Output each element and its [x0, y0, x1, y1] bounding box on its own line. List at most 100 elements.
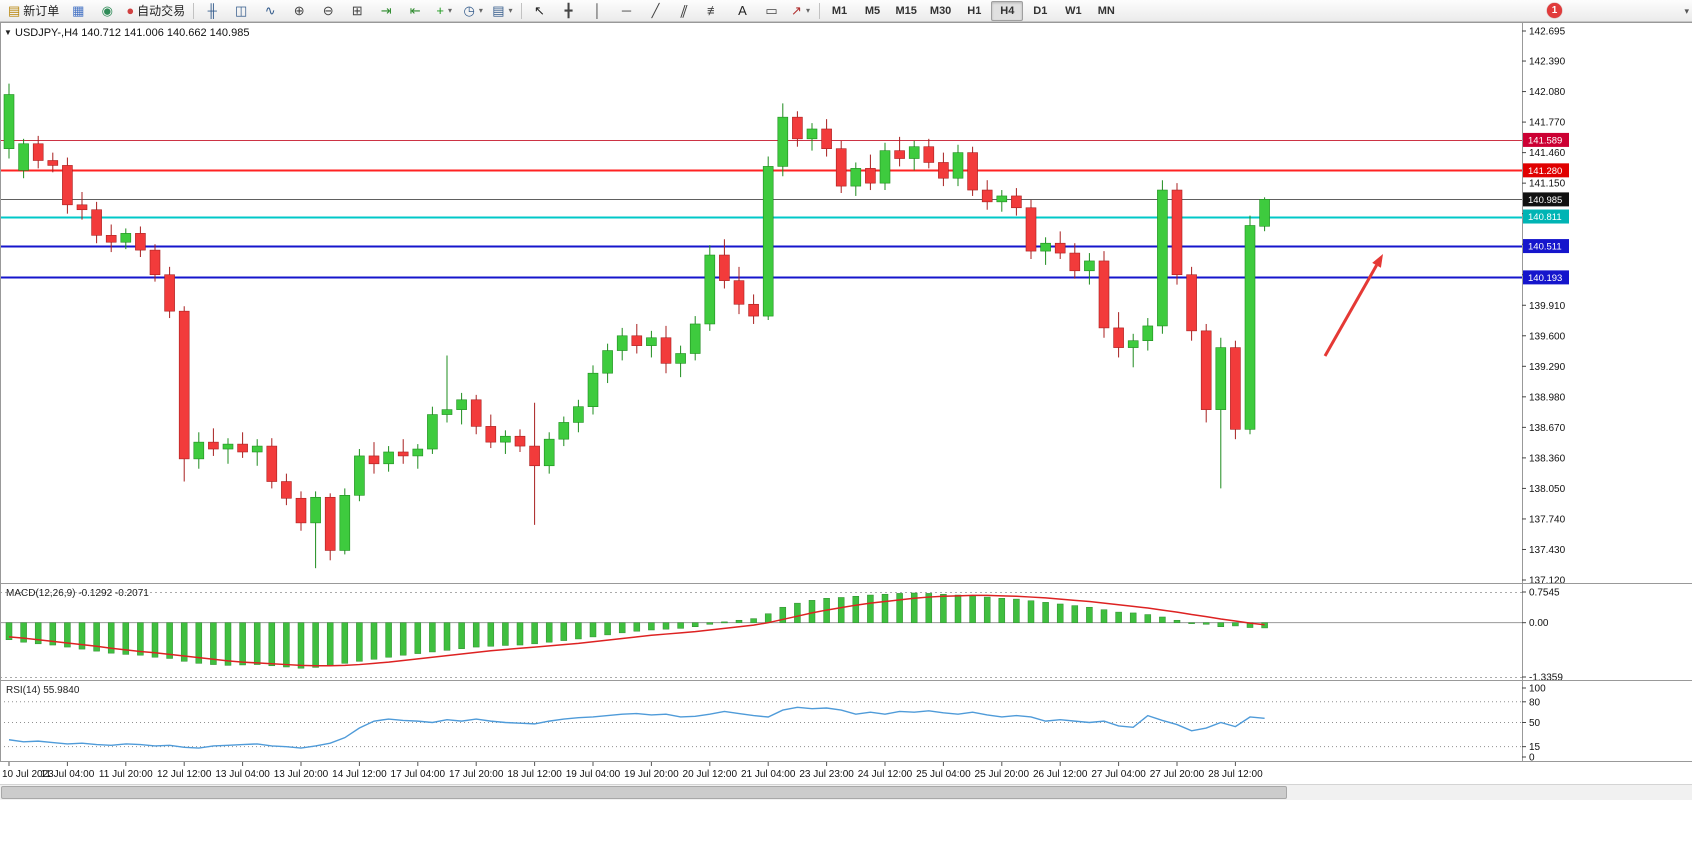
timeframe-m5-button[interactable]: M5	[864, 4, 881, 17]
svg-text:140.511: 140.511	[1528, 242, 1562, 253]
timeframe-w1-button[interactable]: W1	[1065, 4, 1082, 17]
timeframe-h1-button[interactable]: H1	[967, 4, 982, 17]
scrollbar-thumb[interactable]	[1, 786, 1287, 799]
svg-text:138.360: 138.360	[1529, 453, 1566, 464]
auto-trading-button[interactable]: ● 自动交易	[122, 1, 189, 21]
svg-text:17 Jul 20:00: 17 Jul 20:00	[449, 769, 504, 780]
bar-chart-button[interactable]: ╫	[198, 1, 226, 21]
svg-text:27 Jul 04:00: 27 Jul 04:00	[1091, 769, 1146, 780]
toolbar-separator	[520, 2, 522, 19]
svg-text:21 Jul 04:00: 21 Jul 04:00	[741, 769, 796, 780]
svg-text:27 Jul 20:00: 27 Jul 20:00	[1150, 769, 1205, 780]
chevron-down-icon[interactable]: ▾	[478, 6, 483, 15]
timeframe-d1-button[interactable]: D1	[1033, 4, 1048, 17]
candlestick-button[interactable]: ◫	[227, 1, 255, 21]
svg-text:0.7545: 0.7545	[1529, 588, 1560, 599]
svg-text:10 Jul 2023: 10 Jul 2023	[2, 769, 54, 780]
trendline-button[interactable]: ╱	[642, 1, 670, 21]
auto-scroll-button[interactable]: ⇥	[372, 1, 400, 21]
svg-text:23 Jul 23:00: 23 Jul 23:00	[799, 769, 854, 780]
line-chart-icon: ∿	[264, 3, 276, 18]
svg-text:13 Jul 20:00: 13 Jul 20:00	[274, 769, 329, 780]
price-chart[interactable]: 142.695 142.390 142.080 141.770 141.460 141.1…	[0, 22, 1692, 584]
chevron-down-icon[interactable]: ▾	[805, 6, 810, 15]
line-chart-button[interactable]: ∿	[256, 1, 284, 21]
svg-text:19 Jul 20:00: 19 Jul 20:00	[624, 769, 679, 780]
zoom-in-icon: ⊕	[293, 3, 305, 18]
symbol-ohlc-label: USDJPY-,H4 140.712 141.006 140.662 140.9…	[15, 27, 250, 39]
auto-trading-button-label: 自动交易	[137, 4, 186, 18]
svg-text:141.460: 141.460	[1529, 148, 1566, 159]
zoom-out-button[interactable]: ⊖	[314, 1, 342, 21]
periods-button[interactable]: ◷ ▾	[459, 1, 487, 21]
vertical-line-icon: │	[593, 3, 602, 18]
svg-text:24 Jul 12:00: 24 Jul 12:00	[858, 769, 913, 780]
svg-text:-1.3359: -1.3359	[1529, 673, 1563, 682]
fibonacci-button[interactable]: ≢	[700, 1, 728, 21]
horizontal-scrollbar[interactable]	[0, 784, 1692, 800]
channel-icon: ∥	[678, 3, 691, 18]
fibonacci-icon: ≢	[707, 3, 720, 18]
text-icon: A	[738, 3, 747, 18]
chart-shift-icon: ⇤	[409, 3, 421, 18]
svg-text:12 Jul 12:00: 12 Jul 12:00	[157, 769, 212, 780]
svg-text:137.120: 137.120	[1529, 576, 1566, 585]
one-click-trading-expander-icon[interactable]: ▼	[4, 28, 12, 37]
rsi-panel[interactable]: 100 80 50 150	[0, 681, 1692, 762]
vertical-line-button[interactable]: │	[584, 1, 612, 21]
svg-text:142.695: 142.695	[1529, 27, 1566, 38]
text-label-button[interactable]: ▭	[758, 1, 786, 21]
svg-text:138.670: 138.670	[1529, 423, 1566, 434]
templates-icon: ▤	[492, 3, 505, 18]
text-label-icon: ▭	[765, 3, 778, 18]
svg-text:25 Jul 04:00: 25 Jul 04:00	[916, 769, 971, 780]
svg-text:15: 15	[1529, 742, 1541, 753]
chart-shift-button[interactable]: ⇤	[401, 1, 429, 21]
svg-text:14 Jul 12:00: 14 Jul 12:00	[332, 769, 387, 780]
svg-text:80: 80	[1529, 697, 1541, 708]
new-chart-button[interactable]: ▦	[64, 1, 92, 21]
svg-text:26 Jul 12:00: 26 Jul 12:00	[1033, 769, 1088, 780]
timeframe-m15-button[interactable]: M15	[895, 4, 917, 17]
text-button[interactable]: A	[729, 1, 757, 21]
svg-text:11 Jul 04:00: 11 Jul 04:00	[41, 769, 95, 780]
chart-window: ▼ USDJPY-,H4 140.712 141.006 140.662 140…	[0, 22, 1692, 828]
arrows-icon: ↗	[791, 3, 802, 18]
zoom-out-icon: ⊖	[322, 3, 334, 18]
svg-text:141.150: 141.150	[1529, 179, 1566, 190]
svg-text:139.290: 139.290	[1529, 362, 1566, 373]
chevron-down-icon[interactable]: ▾	[447, 6, 452, 15]
zoom-in-button[interactable]: ⊕	[285, 1, 313, 21]
toolbar-overflow-chevron-icon[interactable]: ▾	[1684, 6, 1689, 16]
cursor-button[interactable]: ↖	[526, 1, 554, 21]
bar-chart-icon: ╫	[207, 3, 217, 18]
svg-text:13 Jul 04:00: 13 Jul 04:00	[215, 769, 270, 780]
auto-trading-icon: ●	[126, 3, 135, 18]
crosshair-button[interactable]: ╋	[555, 1, 583, 21]
tile-windows-button[interactable]: ⊞	[343, 1, 371, 21]
svg-text:137.740: 137.740	[1529, 514, 1566, 525]
timeframe-m30-button[interactable]: M30	[929, 4, 952, 17]
notification-badge[interactable]: 1	[1547, 3, 1562, 18]
svg-text:140.985: 140.985	[1528, 195, 1562, 206]
timeframe-h4-button[interactable]: H4	[991, 0, 1024, 21]
timeframe-m1-button[interactable]: M1	[831, 4, 848, 17]
arrows-button[interactable]: ↗ ▾	[787, 1, 815, 21]
timeframe-mn-button[interactable]: MN	[1097, 4, 1115, 17]
chevron-down-icon[interactable]: ▾	[508, 6, 513, 15]
svg-text:100: 100	[1529, 684, 1546, 695]
svg-text:141.770: 141.770	[1529, 118, 1566, 129]
svg-text:11 Jul 20:00: 11 Jul 20:00	[99, 769, 153, 780]
crosshair-icon: ╋	[564, 3, 573, 18]
new-order-button[interactable]: ▤ 新订单	[4, 1, 63, 21]
templates-button[interactable]: ▤ ▾	[488, 1, 516, 21]
profiles-button[interactable]: ◉	[93, 1, 121, 21]
svg-text:139.910: 139.910	[1529, 301, 1566, 312]
horizontal-line-button[interactable]: ─	[613, 1, 641, 21]
indicators-button[interactable]: + ▾	[430, 1, 458, 21]
horizontal-line-icon: ─	[621, 3, 632, 18]
indicators-icon: +	[436, 3, 444, 18]
channel-button[interactable]: ∥	[671, 1, 699, 21]
macd-panel[interactable]: 0.7545 0.00 -1.3359	[0, 584, 1692, 681]
